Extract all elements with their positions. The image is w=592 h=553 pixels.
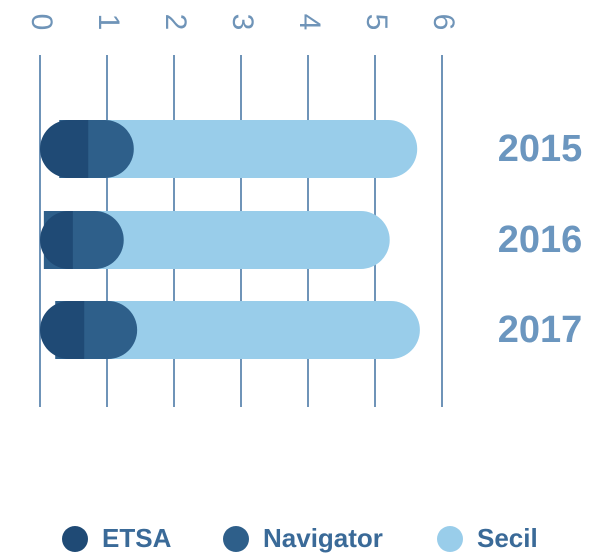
x-tick-label: 2 — [159, 14, 192, 31]
bar-segment — [104, 120, 418, 178]
bar-segment — [40, 120, 89, 178]
legend-label: Navigator — [263, 523, 383, 553]
legend-label: Secil — [477, 523, 538, 553]
bar-segment — [108, 301, 420, 359]
legend-label: ETSA — [102, 523, 172, 553]
bar-segment — [40, 211, 73, 269]
x-tick-label: 5 — [360, 14, 393, 31]
category-label: 2017 — [498, 309, 583, 351]
x-tick-label: 6 — [427, 14, 460, 31]
legend-marker — [62, 526, 88, 552]
bar-segment — [40, 301, 85, 359]
legend-marker — [437, 526, 463, 552]
legend-marker — [223, 526, 249, 552]
category-label: 2016 — [498, 219, 583, 261]
x-tick-label: 0 — [25, 14, 58, 31]
bar-segment — [94, 211, 390, 269]
x-tick-label: 4 — [293, 14, 326, 31]
x-tick-label: 3 — [226, 14, 259, 31]
category-label: 2015 — [498, 128, 583, 170]
x-tick-label: 1 — [92, 14, 125, 31]
